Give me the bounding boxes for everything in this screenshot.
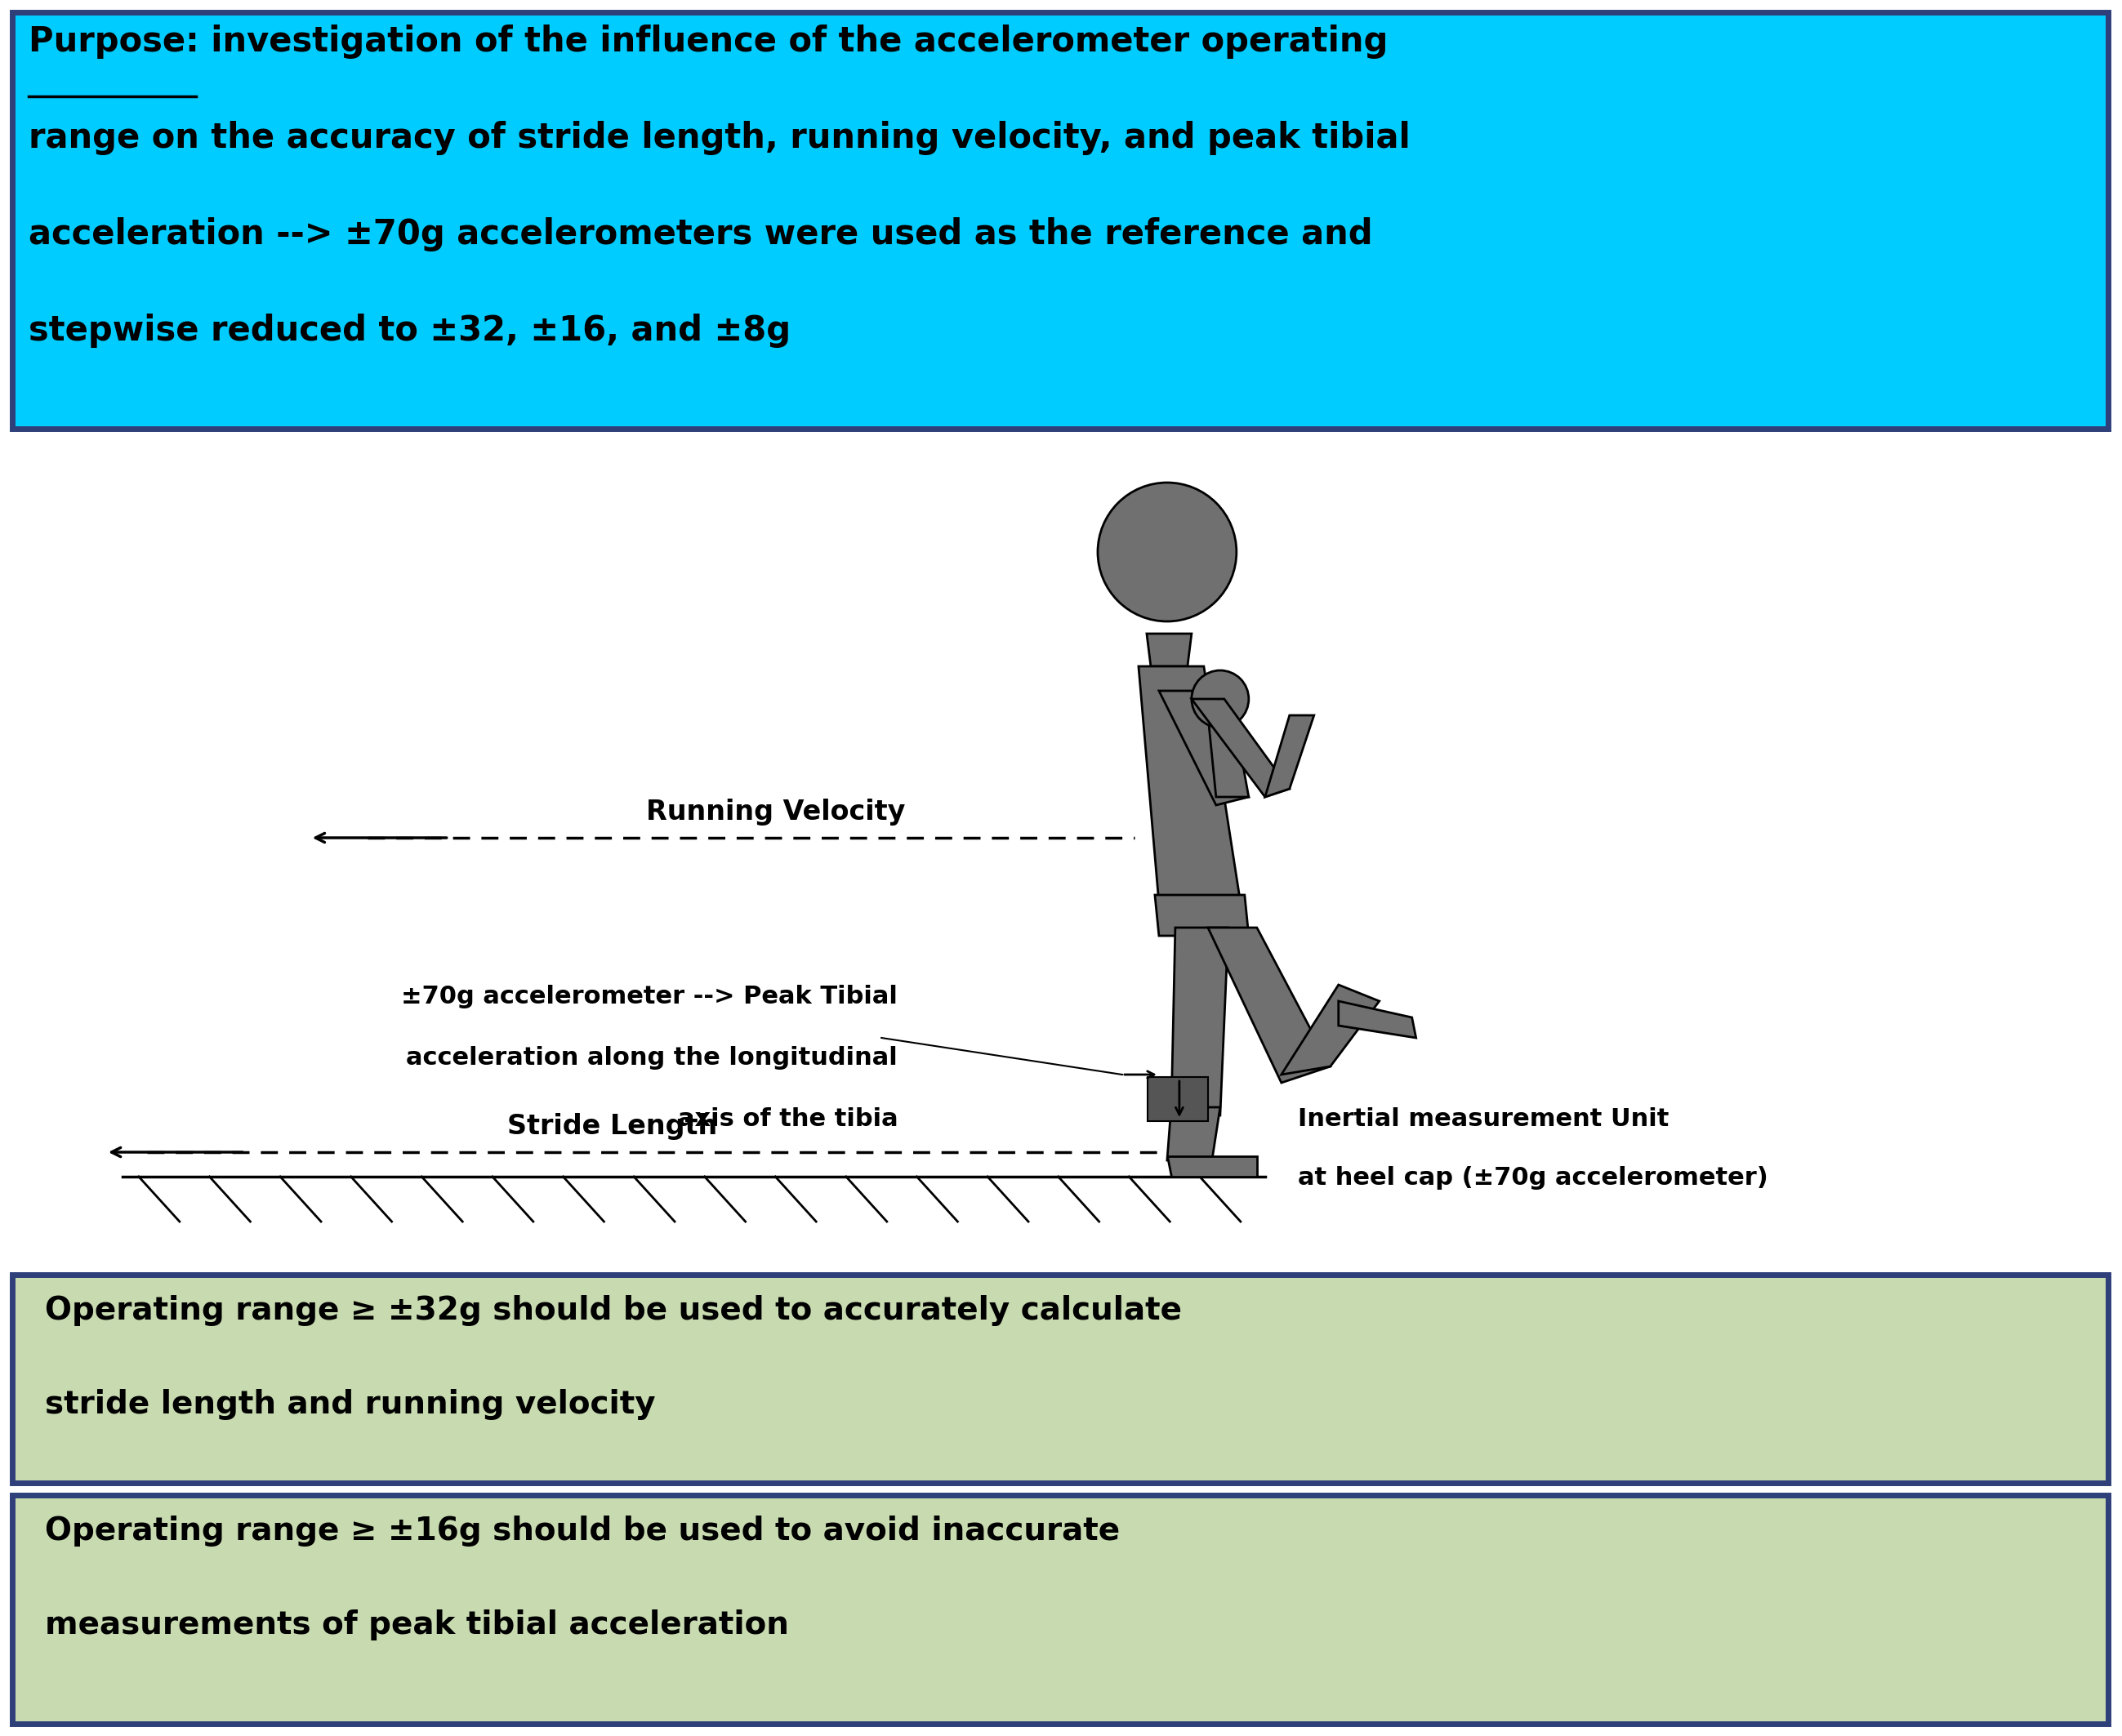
- Text: Purpose: investigation of the influence of the accelerometer operating: Purpose: investigation of the influence …: [28, 24, 1388, 59]
- Text: stride length and running velocity: stride length and running velocity: [45, 1389, 656, 1420]
- Text: Operating range ≥ ±16g should be used to avoid inaccurate: Operating range ≥ ±16g should be used to…: [45, 1516, 1120, 1547]
- Text: measurements of peak tibial acceleration: measurements of peak tibial acceleration: [45, 1609, 789, 1641]
- Circle shape: [1097, 483, 1237, 621]
- Text: Running Velocity: Running Velocity: [645, 799, 904, 826]
- Polygon shape: [1140, 667, 1241, 903]
- Text: acceleration along the longitudinal: acceleration along the longitudinal: [405, 1047, 898, 1069]
- FancyBboxPatch shape: [13, 1495, 2107, 1724]
- Polygon shape: [1207, 927, 1330, 1083]
- FancyBboxPatch shape: [1148, 1076, 1207, 1121]
- Polygon shape: [1265, 715, 1314, 797]
- Text: ±70g accelerometer --> Peak Tibial: ±70g accelerometer --> Peak Tibial: [401, 984, 898, 1009]
- FancyBboxPatch shape: [13, 12, 2107, 429]
- Text: stepwise reduced to ±32, ±16, and ±8g: stepwise reduced to ±32, ±16, and ±8g: [28, 314, 792, 347]
- FancyBboxPatch shape: [13, 1274, 2107, 1483]
- Text: Operating range ≥ ±32g should be used to accurately calculate: Operating range ≥ ±32g should be used to…: [45, 1295, 1182, 1326]
- Polygon shape: [1339, 1002, 1415, 1038]
- Polygon shape: [1193, 700, 1290, 797]
- Polygon shape: [1167, 1108, 1220, 1160]
- Polygon shape: [1167, 1156, 1256, 1177]
- Text: Stride Length: Stride Length: [507, 1113, 717, 1141]
- Polygon shape: [1146, 634, 1193, 667]
- Text: acceleration --> ±70g accelerometers were used as the reference and: acceleration --> ±70g accelerometers wer…: [28, 217, 1373, 252]
- Polygon shape: [1282, 984, 1379, 1075]
- Polygon shape: [1154, 896, 1248, 936]
- Circle shape: [1193, 670, 1248, 727]
- Polygon shape: [1171, 927, 1229, 1116]
- Text: range on the accuracy of stride length, running velocity, and peak tibial: range on the accuracy of stride length, …: [28, 122, 1411, 155]
- Text: Inertial measurement Unit: Inertial measurement Unit: [1299, 1108, 1668, 1130]
- Polygon shape: [1159, 691, 1248, 806]
- Text: at heel cap (±70g accelerometer): at heel cap (±70g accelerometer): [1299, 1167, 1768, 1189]
- Text: axis of the tibia: axis of the tibia: [677, 1108, 898, 1130]
- Polygon shape: [1207, 707, 1248, 797]
